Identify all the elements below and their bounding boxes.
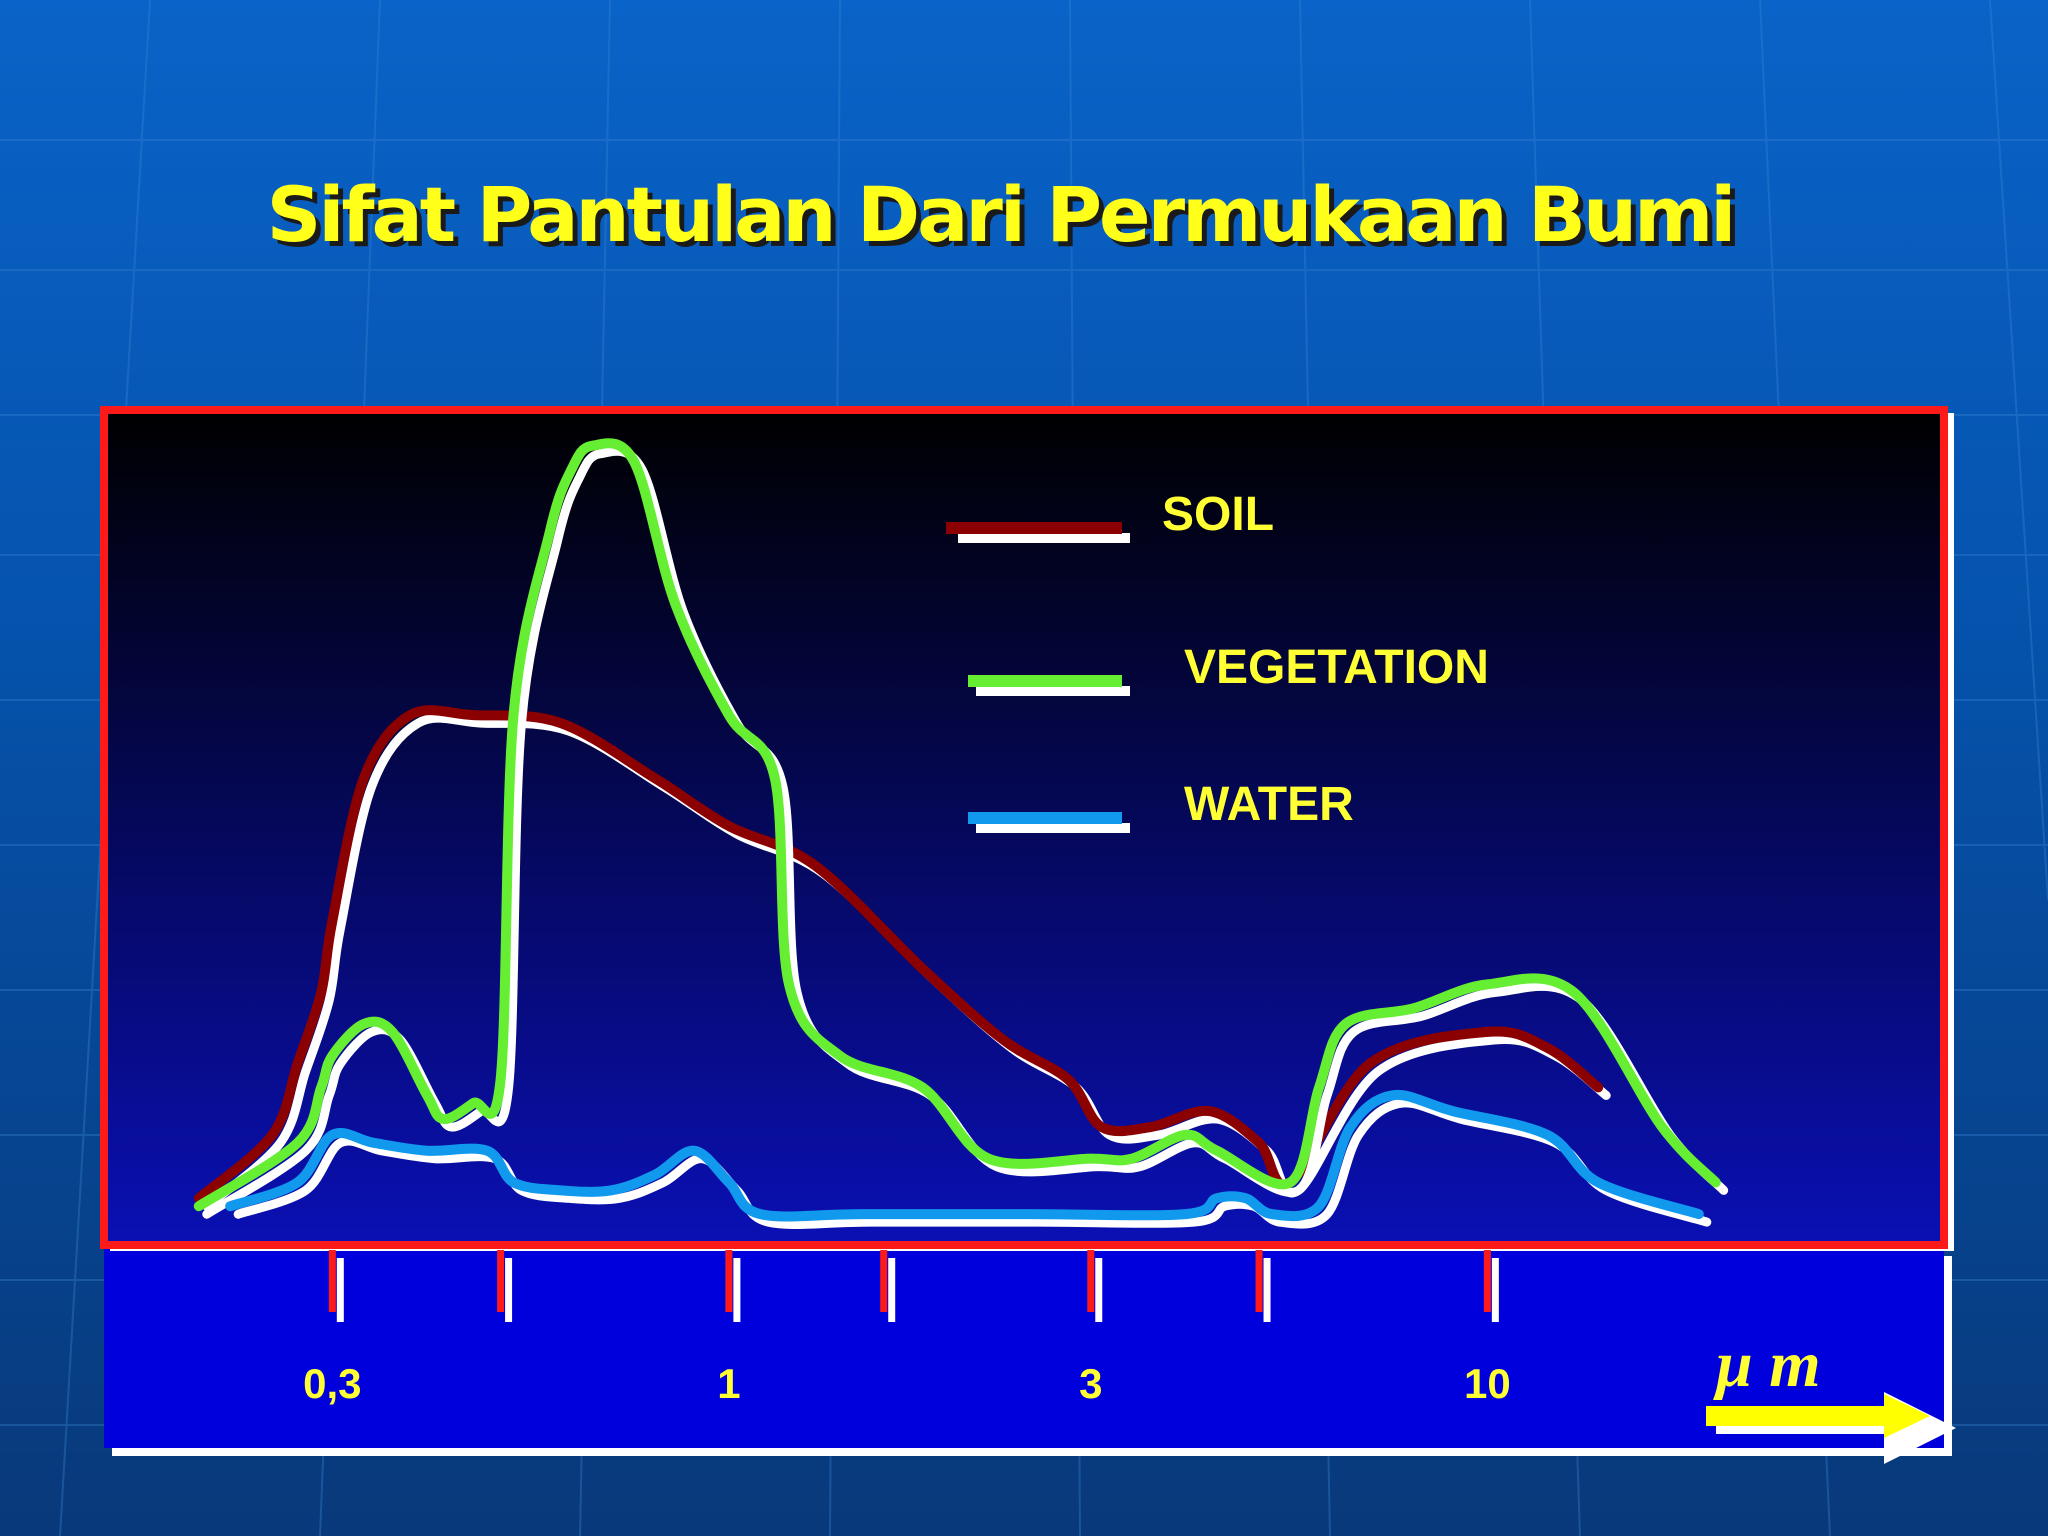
legend-label-vegetation: VEGETATION [1184,641,1489,694]
legend-label-soil: SOIL [1162,488,1274,541]
series-line-water-shadow [233,1098,1712,1229]
x-tick-label: 10 [1464,1360,1511,1407]
x-axis-tick-labels: 0,3 1 3 10 [303,1360,1511,1407]
x-tick-label: 3 [1079,1360,1102,1407]
x-axis-direction-arrow [1706,1392,1956,1464]
axis-band [104,1248,1944,1448]
legend-label-water: WATER [1184,778,1354,831]
x-tick-label: 0,3 [303,1360,361,1407]
x-axis-ticks [328,1250,1499,1322]
slide-title: Sifat Pantulan Dari Permukaan Bumi [266,170,1737,259]
series-lines [193,438,1729,1229]
series-line-water [225,1089,1704,1222]
x-tick-label: 1 [717,1360,740,1407]
series-line-vegetation [193,438,1721,1212]
legend: SOIL VEGETATION WATER [946,488,1489,833]
x-axis-unit-label: μ m [1713,1328,1821,1401]
